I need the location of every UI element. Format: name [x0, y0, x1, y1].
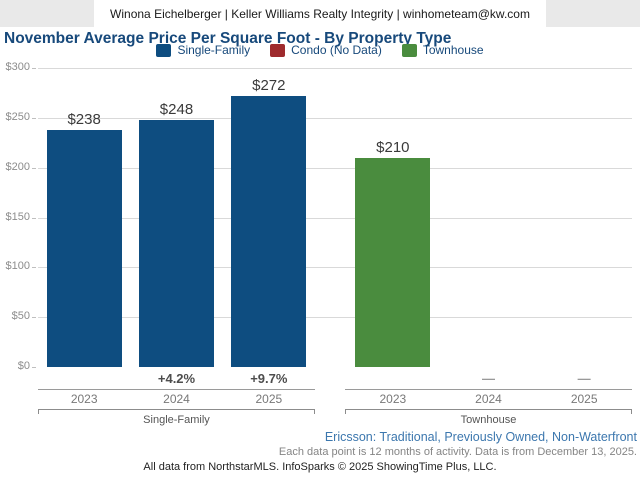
y-axis-tick-label: $250: [5, 111, 30, 123]
change-row-single-family: +4.2% +9.7%: [38, 371, 315, 387]
attribution-text: All data from NorthstarMLS. InfoSparks ©…: [143, 461, 497, 473]
legend-label: Condo (No Data): [291, 43, 382, 57]
change-label: [38, 371, 130, 387]
x-axis-year-label: 2023: [379, 392, 407, 406]
y-axis-tick-mark: [32, 68, 36, 69]
y-axis-tick-mark: [32, 267, 36, 268]
x-axis-year-label: 2025: [570, 392, 598, 406]
legend-item-townhouse[interactable]: Townhouse: [401, 43, 484, 57]
legend-swatch-icon: [156, 43, 172, 57]
bar-slot-single-family-2025: $272: [223, 44, 315, 367]
gridline-150: [38, 218, 632, 219]
group-label-single-family: Single-Family: [143, 414, 210, 426]
year-row-single-family: 2023 2024 2025: [38, 392, 315, 407]
x-axis-year-label: 2025: [255, 392, 283, 406]
y-axis-tick-label: $0: [17, 360, 30, 372]
y-axis-tick-mark: [32, 367, 36, 368]
bar-townhouse-2023[interactable]: [355, 157, 431, 367]
y-axis-tick-label: $50: [11, 310, 30, 322]
group-bracket-single-family: [38, 409, 315, 414]
agent-contact-box: Winona Eichelberger | Keller Williams Re…: [94, 0, 546, 27]
bar-value-label: $210: [376, 138, 410, 156]
legend-item-condo-no-data[interactable]: Condo (No Data): [270, 43, 382, 57]
y-axis-tick-label: $100: [5, 260, 30, 272]
change-label: —: [482, 371, 495, 386]
bar-value-label: $238: [67, 110, 101, 128]
chart-title: November Average Price Per Square Foot -…: [4, 30, 452, 47]
bar-group-townhouse: $210: [345, 44, 632, 367]
x-axis-year-label: 2024: [163, 392, 190, 406]
x-axis-year-label: 2024: [475, 392, 502, 406]
bar-group-single-family: $238 $248 $272: [38, 44, 315, 367]
gridline-250: [38, 118, 632, 119]
agent-contact-text: Winona Eichelberger | Keller Williams Re…: [110, 6, 530, 21]
bar-single-family-2025[interactable]: [231, 95, 307, 367]
branding-band: Winona Eichelberger | Keller Williams Re…: [0, 0, 640, 27]
y-axis-tick-mark: [32, 118, 36, 119]
y-axis-tick-mark: [32, 218, 36, 219]
chart-legend: Single-Family Condo (No Data) Townhouse: [0, 43, 640, 57]
bar-slot-single-family-2024: $248: [130, 44, 222, 367]
y-axis-tick-mark: [32, 168, 36, 169]
y-axis-tick-label: $200: [5, 161, 30, 173]
gridline-100: [38, 267, 632, 268]
x-axis-year-label: 2023: [70, 392, 98, 406]
bar-single-family-2023[interactable]: [46, 129, 122, 367]
bar-single-family-2024[interactable]: [138, 119, 214, 367]
change-label: —: [577, 371, 591, 386]
bar-value-label: $272: [252, 76, 286, 94]
change-row-townhouse: — —: [345, 371, 632, 387]
change-label: +9.7%: [250, 371, 288, 386]
x-axis-line-townhouse: [345, 389, 632, 390]
group-label-townhouse: Townhouse: [460, 414, 517, 426]
bar-slot-townhouse-2023: $210: [345, 44, 441, 367]
legend-item-single-family[interactable]: Single-Family: [156, 43, 250, 57]
legend-label: Single-Family: [177, 43, 251, 57]
bar-value-label: $248: [159, 100, 194, 118]
bar-slot-townhouse-2025: [536, 44, 632, 367]
data-note-text: Each data point is 12 months of activity…: [278, 446, 637, 458]
change-label: +4.2%: [157, 371, 196, 386]
filter-criteria-text: Ericsson: Traditional, Previously Owned,…: [324, 430, 637, 444]
y-axis-tick-mark: [32, 317, 36, 318]
bar-slot-single-family-2023: $238: [38, 44, 130, 367]
gridline-300: [38, 68, 632, 69]
group-bracket-townhouse: [345, 409, 632, 414]
x-axis-line-single-family: [38, 389, 315, 390]
gridline-50: [38, 317, 632, 318]
change-label: [345, 371, 441, 387]
year-row-townhouse: 2023 2024 2025: [345, 392, 632, 407]
gridline-200: [38, 168, 632, 169]
legend-swatch-icon: [270, 43, 286, 57]
y-axis-tick-label: $150: [5, 211, 30, 223]
legend-label: Townhouse: [422, 43, 484, 57]
bar-slot-townhouse-2024: [441, 44, 537, 367]
legend-swatch-icon: [401, 43, 417, 57]
y-axis-tick-label: $300: [5, 61, 30, 73]
